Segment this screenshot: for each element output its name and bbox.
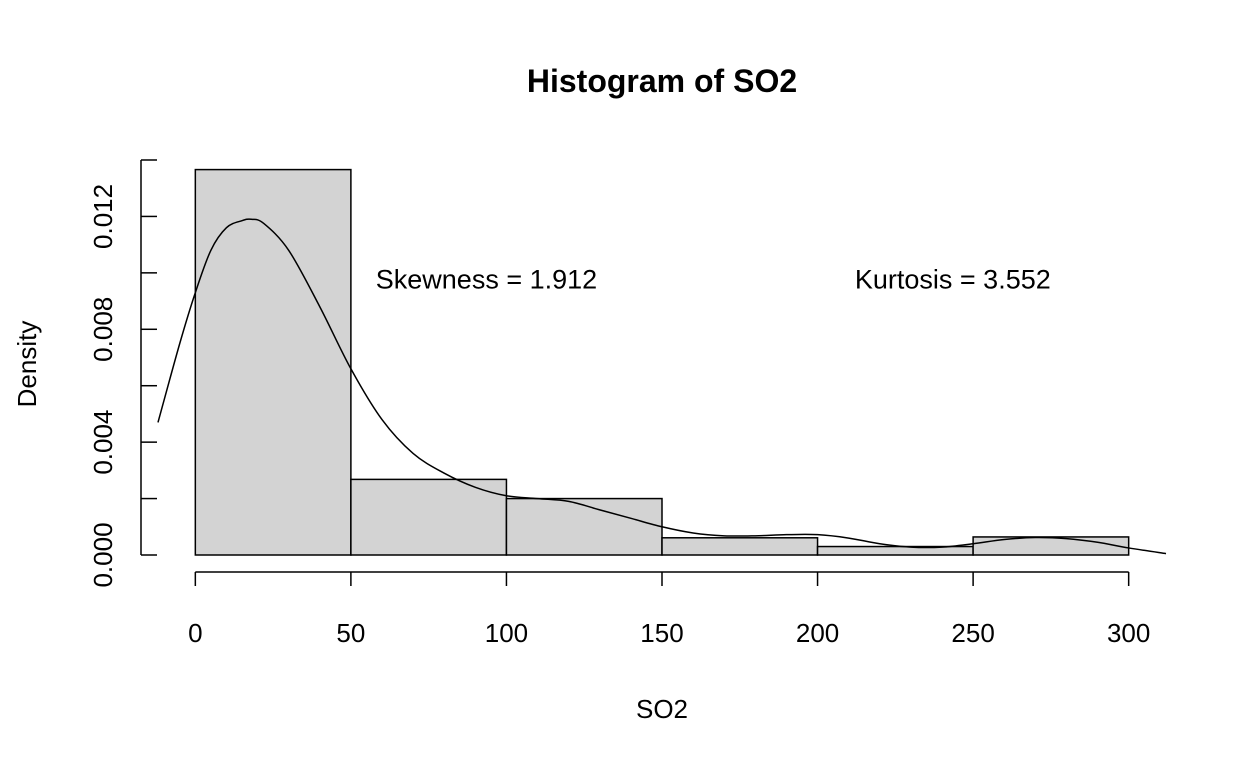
- y-tick-label-0: 0.000: [88, 522, 118, 587]
- x-tick-label-3: 150: [640, 618, 683, 648]
- x-tick-label-4: 200: [796, 618, 839, 648]
- y-tick-label-4: 0.008: [88, 297, 118, 362]
- density-curve-layer: [157, 218, 1167, 555]
- histogram-bar-5: [816, 545, 974, 556]
- histogram-bar-6: [972, 536, 1130, 556]
- y-axis: 0.000 0.004 0.008 0.012: [88, 159, 157, 588]
- kurtosis-annotation: Kurtosis = 3.552: [855, 265, 1051, 295]
- skewness-annotation: Skewness = 1.912: [376, 265, 597, 295]
- x-tick-label-6: 300: [1107, 618, 1150, 648]
- x-tick-label-2: 100: [485, 618, 528, 648]
- y-axis-label: Density: [12, 321, 42, 408]
- density-curve-line: [157, 218, 1167, 555]
- annotations: Skewness = 1.912 Kurtosis = 3.552: [376, 265, 1051, 295]
- y-tick-label-2: 0.004: [88, 410, 118, 475]
- x-axis: 0 50 100 150 200 250 300: [188, 571, 1150, 648]
- chart-title: Histogram of SO2: [527, 63, 797, 99]
- x-axis-label: SO2: [636, 694, 688, 724]
- x-tick-label-0: 0: [188, 618, 202, 648]
- histogram-bar-2: [350, 478, 508, 556]
- y-tick-label-6: 0.012: [88, 184, 118, 249]
- histogram-bar-4: [661, 537, 819, 556]
- histogram-bars: [194, 168, 1130, 556]
- x-tick-label-1: 50: [336, 618, 365, 648]
- x-tick-label-5: 250: [951, 618, 994, 648]
- histogram-bar-3: [505, 497, 663, 556]
- histogram-bar-1: [194, 168, 352, 556]
